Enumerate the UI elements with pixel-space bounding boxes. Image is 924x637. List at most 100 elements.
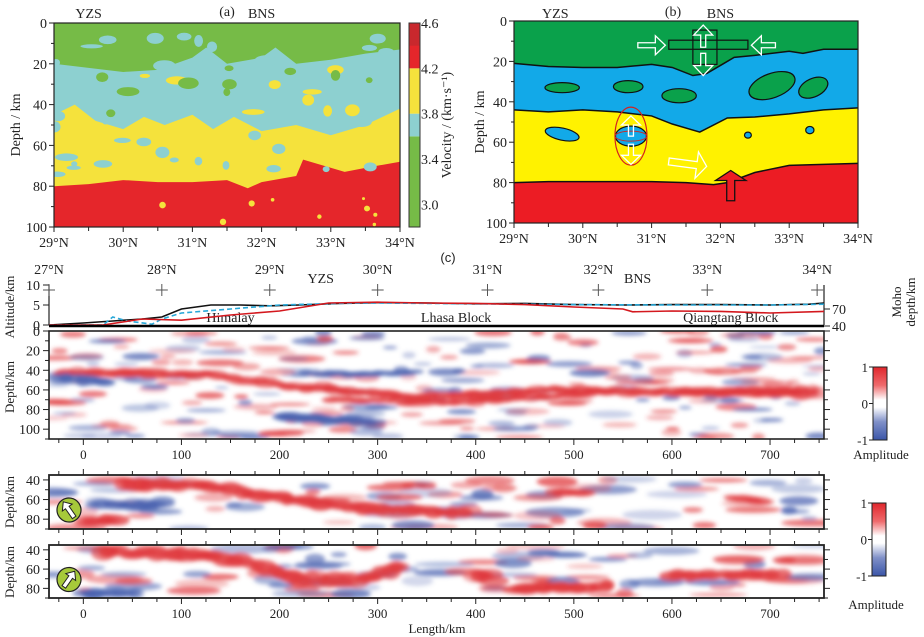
velocity-patch bbox=[369, 33, 386, 44]
negative-amplitude bbox=[465, 342, 511, 349]
negative-amplitude bbox=[588, 557, 628, 562]
negative-amplitude bbox=[784, 573, 824, 581]
negative-amplitude bbox=[646, 490, 708, 498]
layer-boundary bbox=[514, 162, 858, 186]
panel-a-ylabel: Depth / km bbox=[9, 93, 24, 156]
x-tick-label: 33°N bbox=[316, 236, 346, 251]
x-tick-label: 300 bbox=[368, 606, 388, 621]
negative-amplitude bbox=[596, 523, 656, 529]
negative-amplitude bbox=[414, 561, 475, 567]
negative-amplitude bbox=[779, 496, 819, 506]
positive-amplitude bbox=[259, 368, 296, 376]
velocity-patch bbox=[80, 44, 103, 49]
y-tick-label: 40 bbox=[26, 544, 40, 559]
negative-amplitude bbox=[701, 426, 720, 431]
moho-axis-label-line1: Moho bbox=[889, 286, 904, 317]
negative-amplitude bbox=[428, 337, 472, 342]
layer-mantle bbox=[514, 163, 858, 223]
negative-amplitude bbox=[271, 589, 331, 598]
x-tick-label: 700 bbox=[760, 447, 780, 462]
positive-amplitude bbox=[222, 346, 246, 353]
velocity-patch bbox=[206, 41, 218, 53]
y-tick-label: 60 bbox=[493, 136, 507, 151]
positive-amplitude bbox=[650, 409, 678, 414]
velocity-patch bbox=[363, 162, 377, 172]
colorbar-tick-label: 0 bbox=[861, 533, 868, 548]
positive-amplitude bbox=[564, 574, 610, 580]
negative-amplitude bbox=[678, 405, 692, 410]
series-topography--dashed- bbox=[49, 302, 825, 326]
velocity-patch bbox=[364, 206, 371, 212]
negative-amplitude bbox=[279, 356, 309, 362]
negative-amplitude bbox=[402, 351, 416, 359]
negative-amplitude bbox=[391, 520, 435, 529]
velocity-patch bbox=[345, 104, 360, 117]
horizontal-block bbox=[668, 39, 749, 50]
x-tick-label: 100 bbox=[172, 606, 192, 621]
velocity-patch bbox=[71, 161, 78, 167]
x-tick-label: 200 bbox=[270, 447, 290, 462]
y-tick-label: 100 bbox=[19, 423, 40, 438]
colorbar-tick-label: 3.4 bbox=[421, 153, 439, 168]
positive-amplitude bbox=[730, 422, 749, 428]
velocity-patch bbox=[266, 165, 281, 173]
negative-amplitude bbox=[805, 432, 824, 439]
negative-amplitude bbox=[545, 361, 593, 368]
negative-amplitude bbox=[49, 490, 77, 495]
green-lens bbox=[544, 82, 580, 94]
negative-amplitude bbox=[801, 516, 818, 521]
positive-amplitude bbox=[751, 433, 765, 439]
velocity-patch bbox=[113, 137, 131, 144]
velocity-patch bbox=[248, 200, 255, 207]
negative-amplitude bbox=[452, 368, 465, 374]
colorbar-band bbox=[409, 113, 420, 137]
positive-amplitude bbox=[604, 374, 633, 381]
latitude-label: 27°N bbox=[34, 263, 64, 278]
velocity-patch bbox=[219, 218, 227, 226]
negative-amplitude bbox=[181, 335, 211, 344]
colorbar-e-label: Amplitude bbox=[848, 597, 904, 612]
negative-amplitude bbox=[314, 331, 332, 337]
y-tick-label: 80 bbox=[26, 404, 40, 419]
velocity-patch bbox=[194, 156, 203, 166]
positive-amplitude bbox=[204, 341, 238, 347]
positive-amplitude bbox=[686, 331, 710, 336]
x-tick-label: 32°N bbox=[247, 236, 277, 251]
colorbar-c-label: Amplitude bbox=[853, 447, 909, 462]
x-tick-label: 300 bbox=[368, 447, 388, 462]
negative-amplitude bbox=[182, 570, 212, 578]
positive-amplitude bbox=[632, 353, 662, 361]
direction-arrow bbox=[61, 501, 77, 520]
negative-amplitude bbox=[569, 369, 611, 377]
negative-amplitude bbox=[749, 345, 783, 349]
amplitude-texture bbox=[49, 545, 824, 598]
positive-amplitude bbox=[689, 592, 748, 597]
positive-amplitude bbox=[714, 555, 762, 566]
green-lens bbox=[661, 88, 697, 104]
amplitude-texture bbox=[49, 331, 824, 439]
blue-lens bbox=[544, 126, 580, 142]
latitude-label: 33°N bbox=[692, 263, 722, 278]
green-lens bbox=[748, 70, 796, 101]
positive-amplitude bbox=[425, 345, 441, 353]
amplitude-colorbar bbox=[872, 366, 888, 441]
panel-c-plot-area bbox=[49, 331, 824, 439]
negative-amplitude bbox=[459, 348, 486, 355]
negative-amplitude bbox=[522, 423, 540, 430]
positive-amplitude bbox=[505, 407, 550, 415]
plot-frame bbox=[48, 544, 825, 599]
negative-amplitude bbox=[740, 353, 784, 362]
positive-amplitude bbox=[703, 367, 743, 376]
velocity-patch bbox=[302, 89, 322, 95]
positive-amplitude bbox=[439, 355, 459, 360]
positive-amplitude bbox=[104, 514, 130, 526]
positive-amplitude bbox=[495, 435, 544, 439]
positive-amplitude bbox=[697, 432, 735, 439]
y-tick-label: 20 bbox=[493, 55, 507, 70]
positive-amplitude bbox=[195, 392, 225, 399]
positive-amplitude bbox=[181, 400, 203, 406]
latitude-label: 31°N bbox=[473, 263, 503, 278]
negative-amplitude bbox=[635, 398, 650, 402]
x-tick-label: 30°N bbox=[568, 232, 598, 247]
velocity-patch bbox=[176, 32, 192, 41]
